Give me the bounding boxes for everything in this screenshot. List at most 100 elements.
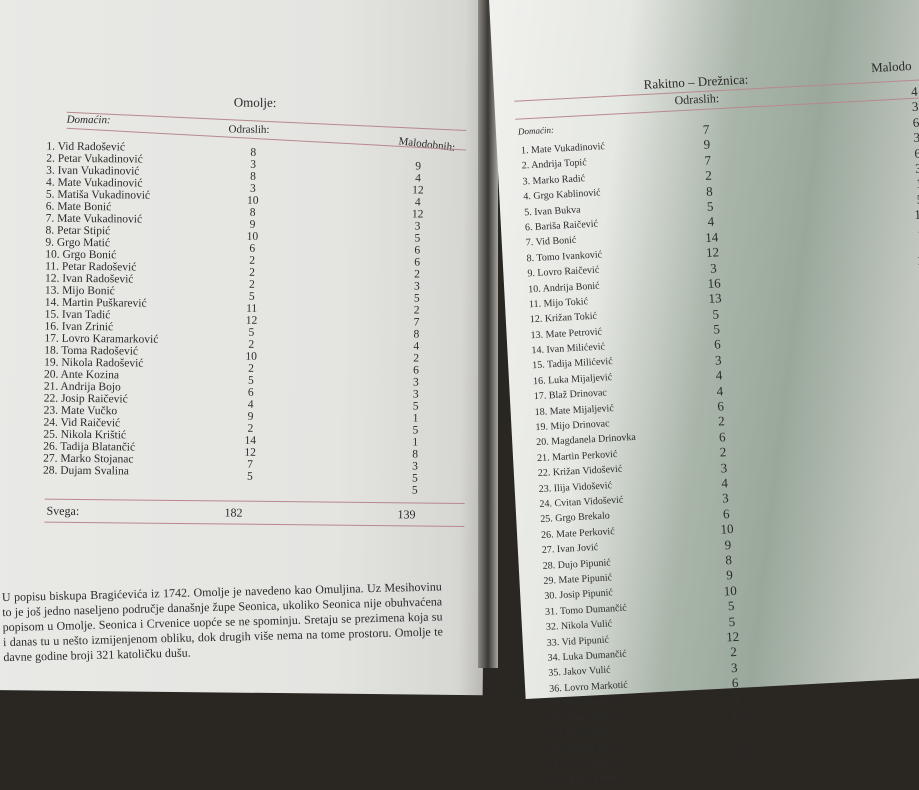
- table-cell: 6: [722, 505, 730, 522]
- table-cell: 4: [910, 283, 919, 300]
- table-cell: 3: [913, 129, 919, 146]
- adults-column-right: 7 9 7 2 8 5 4 14 12 3 16 13 5 5 6 3 4 4 6 2 6 2 3 4 3 6 10 9 8 9 10 5 5 1…: [691, 121, 755, 768]
- table-cell: 4: [247, 398, 254, 411]
- table-cell: 10: [246, 194, 259, 207]
- table-cell: 1: [412, 436, 419, 449]
- table-cell: 2: [248, 338, 255, 351]
- table-cell: 3: [730, 659, 738, 675]
- table-cell: 6: [733, 721, 742, 737]
- header-host-right: Domaćin:: [517, 124, 555, 137]
- table-cell: 5: [727, 598, 735, 614]
- table-cell: 9: [725, 567, 734, 583]
- minors-column: 9 4 12 4 12 3 5 6 6 2 3 5 2 7 8 4 2 6 3 3 5 1 5 1 8 3 5 5: [400, 160, 434, 496]
- table-cell: 4: [721, 475, 729, 491]
- table-cell: 12: [725, 628, 740, 645]
- table-cell: 3: [721, 490, 730, 506]
- total-minors: 139: [397, 507, 416, 522]
- table-cell: 3: [911, 99, 919, 115]
- minors-column-right: 436363151244102410432124251—4445134—8641…: [899, 83, 919, 699]
- table-cell: 5: [411, 484, 418, 497]
- table-cell: 6: [912, 114, 919, 130]
- table-cell: 4: [716, 382, 724, 399]
- table-cell: 3: [414, 220, 421, 233]
- left-table-title: Omolje:: [233, 94, 277, 111]
- table-cell: 2: [248, 362, 254, 375]
- header-adults: Odraslih:: [228, 123, 270, 136]
- table-cell: 12: [913, 206, 919, 223]
- table-cell: 10: [916, 252, 919, 269]
- adults-column: 8 3 8 3 10 8 9 10 6 2 2 2 5 11 12 5 2 10 2 5 6 4 9 2 14 12 7 5: [235, 147, 269, 483]
- table-cell: 8: [705, 183, 713, 199]
- table-cell: 2: [249, 266, 255, 279]
- divider: [44, 521, 465, 527]
- table-cell: 6: [247, 386, 254, 399]
- table-cell: 10: [723, 582, 738, 599]
- table-cell: 2: [413, 352, 420, 365]
- table-cell: 9: [249, 218, 256, 231]
- table-cell: 9: [732, 690, 740, 706]
- table-cell: 3: [720, 459, 728, 476]
- total-adults: 182: [224, 505, 243, 520]
- table-cell: 11: [246, 302, 258, 315]
- table-cell: 9: [415, 160, 422, 173]
- divider: [44, 498, 465, 504]
- table-cell: 7: [247, 458, 253, 471]
- table-cell: 8: [250, 146, 257, 159]
- table-cell: 4: [413, 340, 420, 353]
- table-cell: 6: [414, 256, 421, 269]
- table-cell: 5: [916, 191, 919, 207]
- table-cell: 8: [725, 551, 733, 568]
- table-cell: 6: [716, 398, 725, 414]
- table-cell: 2: [909, 267, 919, 284]
- table-cell: 4: [414, 196, 421, 209]
- table-cell: 4: [907, 237, 919, 254]
- table-cell: 10: [246, 230, 259, 243]
- table-cell: 6: [414, 244, 421, 257]
- table-cell: 2: [717, 413, 726, 429]
- table-cell: 8: [249, 206, 256, 219]
- table-cell: 12: [411, 208, 424, 221]
- table-cell: 5: [248, 290, 255, 303]
- table-cell: 3: [412, 388, 419, 401]
- table-cell: 2: [413, 304, 420, 317]
- table-cell: 1: [412, 412, 419, 425]
- header-minors-right: Malodo: [870, 57, 912, 76]
- table-cell: 3: [412, 376, 419, 389]
- table-cell: 5: [412, 424, 419, 437]
- table-cell: 5: [247, 374, 254, 387]
- table-cell: 5: [413, 292, 420, 305]
- table-cell: 16: [707, 275, 722, 291]
- table-cell: 3: [914, 160, 919, 176]
- header-minors: Malodobnih:: [397, 135, 456, 154]
- table-cell: 2: [247, 422, 254, 435]
- book-spine: [478, 0, 498, 668]
- table-cell: 6: [713, 336, 722, 353]
- table-cell: 6: [413, 364, 419, 377]
- table-cell: 3: [709, 259, 717, 276]
- table-cell: 5: [728, 613, 736, 629]
- table-cell: 28. Dujam Svalina: [42, 464, 129, 478]
- table-cell: 2: [719, 444, 727, 460]
- table-cell: 5: [712, 306, 720, 322]
- table-cell: 3: [412, 460, 418, 473]
- host-names-column-right: 1. Mate Vukadinović 2. Andrija Topić 3. Ma…: [521, 138, 654, 789]
- table-cell: 2: [914, 375, 919, 392]
- left-page: Omolje: Domaćin: Odraslih: Malodobnih: 1…: [0, 0, 490, 696]
- table-cell: 7: [413, 316, 420, 329]
- table-cell: 2: [704, 167, 713, 184]
- table-cell: 8: [413, 328, 420, 341]
- table-cell: 14: [244, 434, 257, 447]
- table-cell: 5: [712, 321, 721, 337]
- table-cell: 8: [412, 448, 419, 461]
- table-cell: 4: [915, 390, 919, 407]
- table-cell: 3: [413, 280, 420, 293]
- table-cell: 3: [714, 352, 722, 368]
- body-paragraph: U popisu biskupa Bragićevića iz 1742. Om…: [1, 579, 444, 665]
- table-cell: 9: [703, 136, 711, 153]
- table-cell: 6: [718, 429, 726, 445]
- table-cell: 3: [250, 158, 257, 171]
- table-cell: 7: [702, 121, 710, 137]
- table-cell: 7: [735, 751, 743, 768]
- table-cell: 13: [708, 290, 722, 307]
- table-cell: 5: [246, 470, 253, 483]
